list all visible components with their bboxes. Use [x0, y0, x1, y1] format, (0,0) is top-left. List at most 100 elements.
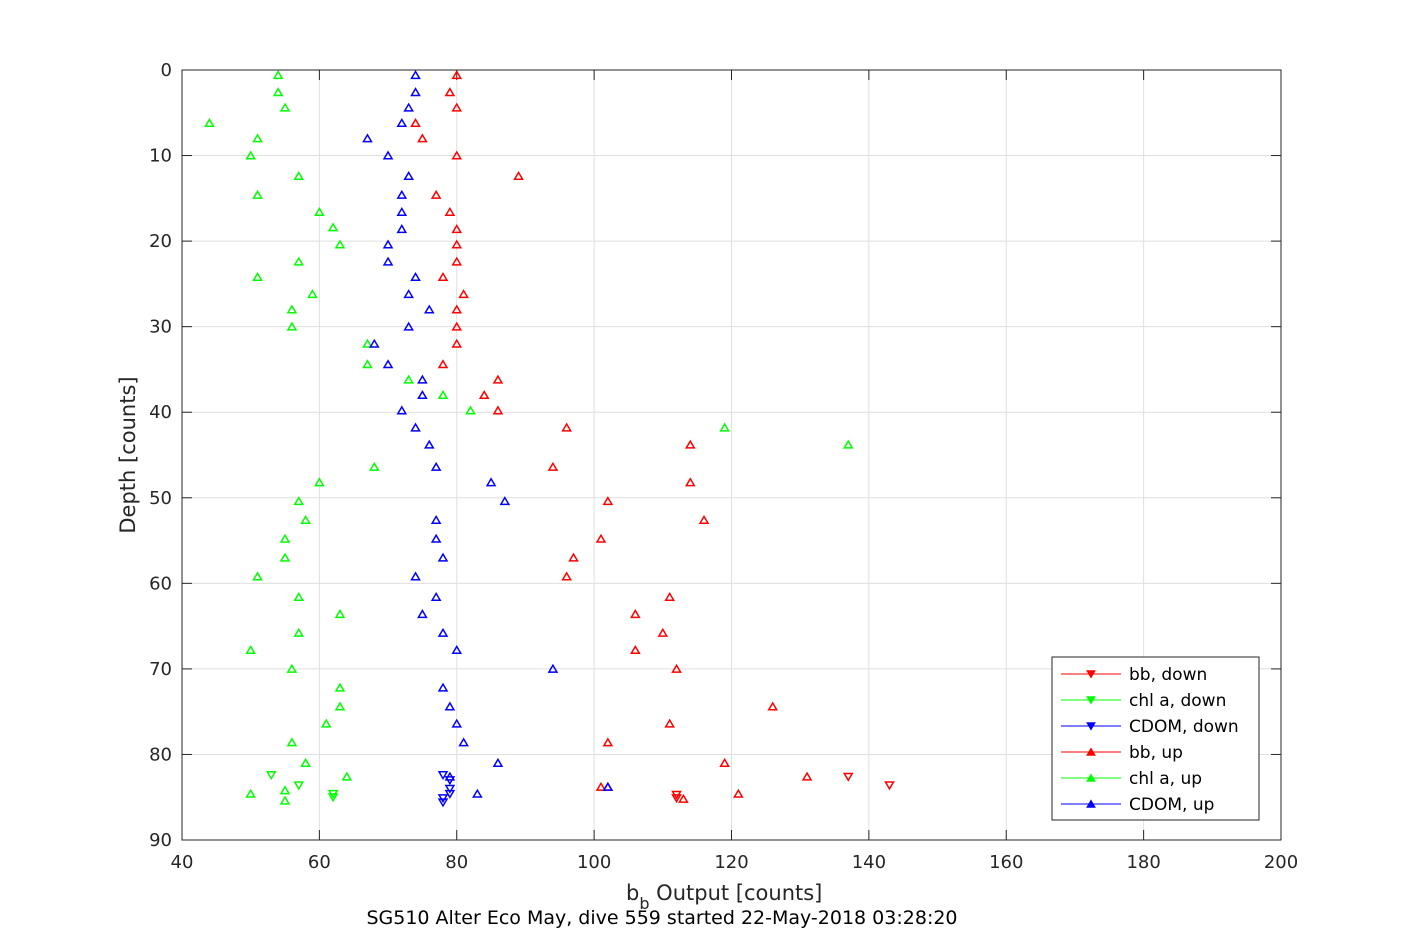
marker-bb-up: [451, 224, 463, 234]
x-tick-label: 120: [714, 852, 748, 873]
marker-bb-down: [884, 781, 895, 791]
marker-cdom-up: [369, 338, 380, 348]
marker-chl-a-up: [362, 359, 373, 369]
marker-bb-up: [561, 422, 572, 432]
marker-bb-up: [417, 133, 428, 143]
marker-chl-a-up: [465, 405, 476, 415]
marker-cdom-up: [403, 102, 414, 112]
marker-cdom-up: [437, 627, 449, 637]
marker-cdom-up: [410, 87, 421, 97]
marker-chl-a-up: [293, 496, 305, 506]
x-axis-label-rest: Output [counts]: [650, 881, 823, 905]
legend: bb, down chl a, down CDOM, down bb, up chl a…: [1051, 656, 1260, 821]
marker-chl-a-up: [293, 171, 305, 181]
marker-bb-up: [664, 591, 675, 601]
marker-bb-down: [842, 772, 854, 782]
marker-bb-up: [684, 477, 696, 487]
marker-cdom-up: [403, 289, 414, 299]
marker-cdom-up: [444, 701, 456, 711]
marker-chl-a-up: [293, 591, 305, 601]
marker-bb-up: [451, 150, 463, 160]
marker-cdom-up: [396, 224, 408, 234]
marker-cdom-up: [423, 304, 435, 314]
marker-bb-up: [801, 771, 813, 781]
marker-bb-up: [410, 117, 421, 127]
marker-cdom-up: [403, 321, 414, 331]
marker-bb-up: [437, 359, 449, 369]
marker-chl-a-up: [286, 663, 298, 673]
marker-chl-a-up: [286, 321, 298, 331]
marker-chl-a-up: [293, 627, 305, 637]
marker-cdom-down: [444, 784, 456, 794]
marker-cdom-up: [547, 663, 559, 673]
marker-bb-up: [678, 793, 689, 803]
marker-bb-up: [595, 781, 607, 791]
marker-cdom-up: [410, 422, 421, 432]
marker-bb-up: [568, 552, 579, 562]
marker-cdom-up: [430, 591, 442, 601]
y-tick-label: 50: [149, 488, 172, 509]
marker-chl-a-up: [252, 133, 263, 143]
marker-bb-up: [458, 289, 469, 299]
marker-cdom-up: [362, 133, 373, 143]
legend-marker-cdom-down: [1086, 722, 1096, 731]
marker-cdom-up: [417, 374, 428, 384]
marker-bb-up: [430, 189, 442, 199]
marker-cdom-up: [451, 644, 463, 655]
marker-cdom-up: [437, 682, 449, 692]
x-tick-label: 100: [577, 852, 611, 873]
marker-cdom-up: [458, 737, 469, 747]
marker-chl-a-up: [204, 117, 215, 127]
marker-chl-a-up: [272, 70, 284, 80]
marker-bb-down: [671, 794, 682, 804]
plot-frame: [181, 69, 1282, 841]
marker-cdom-up: [417, 609, 428, 619]
marker-chl-a-up: [245, 788, 256, 798]
marker-bb-up: [664, 718, 675, 728]
marker-bb-up: [451, 304, 463, 314]
marker-bb-up: [451, 102, 463, 112]
marker-bb-up: [444, 87, 456, 97]
marker-chl-a-up: [279, 552, 291, 562]
y-tick-label: 0: [161, 60, 172, 81]
x-axis-label: bb Output [counts]: [626, 881, 822, 913]
x-tick-label: 60: [308, 852, 331, 873]
y-tick-label: 70: [149, 659, 172, 680]
marker-bb-up: [513, 171, 524, 181]
marker-cdom-up: [444, 771, 456, 781]
legend-label-cdom-up: CDOM, up: [1129, 795, 1214, 815]
marker-chl-a-up: [252, 571, 263, 581]
marker-cdom-up: [410, 271, 421, 281]
marker-bb-up: [437, 271, 449, 281]
marker-chl-a-up: [245, 150, 256, 160]
y-tick-label: 90: [149, 830, 172, 851]
marker-chl-a-up: [314, 477, 325, 487]
y-tick-label: 10: [149, 146, 172, 167]
legend-box: [1051, 656, 1260, 821]
marker-cdom-up: [382, 239, 394, 249]
marker-chl-a-up: [362, 338, 373, 348]
marker-cdom-up: [499, 496, 511, 506]
marker-cdom-up: [410, 571, 421, 581]
marker-cdom-down: [437, 794, 449, 804]
marker-bb-up: [444, 206, 456, 216]
x-tick-label: 180: [1126, 852, 1160, 873]
marker-bb-up: [671, 663, 682, 673]
marker-chl-a-up: [279, 785, 291, 795]
marker-chl-a-up: [279, 533, 291, 543]
legend-marker-bb-down: [1086, 670, 1096, 679]
marker-cdom-up: [396, 405, 408, 415]
legend-label-bb-up: bb, up: [1129, 743, 1183, 763]
marker-cdom-up: [472, 788, 483, 798]
x-tick-label: 160: [989, 852, 1023, 873]
marker-cdom-down: [444, 789, 456, 799]
marker-cdom-up: [430, 461, 442, 471]
marker-bb-up: [451, 256, 463, 266]
y-axis-label: Depth [counts]: [116, 376, 140, 533]
marker-bb-up: [698, 514, 710, 524]
marker-cdom-up: [382, 150, 394, 160]
x-axis-label-subscript: b: [639, 894, 649, 913]
data-markers: [204, 70, 895, 808]
marker-chl-a-down: [293, 781, 305, 791]
